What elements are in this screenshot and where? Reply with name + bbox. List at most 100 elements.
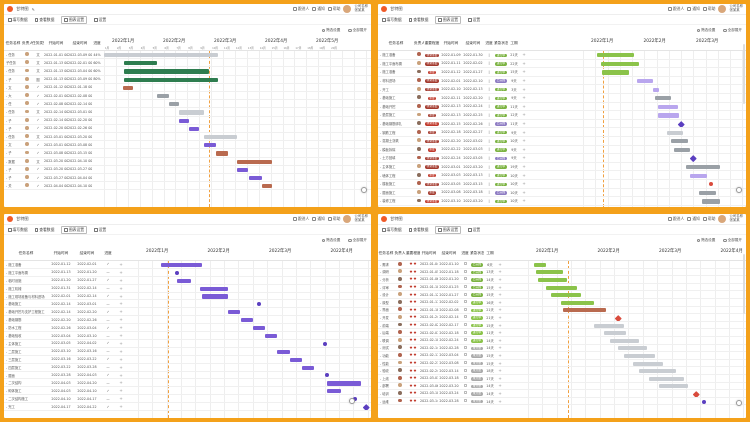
plus-icon[interactable]: + — [119, 285, 123, 291]
plus-icon[interactable]: + — [498, 375, 502, 381]
gantt-bar[interactable] — [156, 94, 169, 99]
gantt-bar[interactable] — [289, 357, 302, 362]
gantt-bar[interactable] — [674, 147, 690, 152]
table-row[interactable]: - 墙体工程 重要 2022-03-03 2022-03-13 | 进行中 10天 + — [378, 171, 746, 180]
gantt-bar[interactable] — [122, 85, 133, 90]
plus-icon[interactable]: + — [498, 269, 502, 275]
column-header[interactable]: 任务名称 — [5, 41, 21, 45]
avatar[interactable] — [718, 5, 727, 13]
checkbox[interactable] — [463, 307, 467, 311]
plus-icon[interactable]: + — [522, 95, 526, 101]
gantt-bar[interactable] — [632, 361, 664, 366]
plus-icon[interactable]: + — [522, 155, 526, 161]
notify-button[interactable]: 通知 — [687, 216, 700, 222]
gantt-bar[interactable] — [618, 346, 647, 351]
plus-icon[interactable]: + — [522, 129, 526, 135]
table-row[interactable]: - 设计 ♥ ♥ 2022-01-12 2022-01-27 已完成 15天 + — [378, 291, 746, 299]
table-row[interactable]: - 原型 ♥ ♥ 2022-01-17 2022-02-02 进行中 16天 + — [378, 299, 746, 307]
gantt-bar[interactable] — [637, 79, 653, 84]
table-row[interactable]: - 四层施工 2022-03-22 2022-03-28 — + — [4, 364, 371, 372]
plus-icon[interactable]: + — [498, 352, 502, 358]
checkbox[interactable] — [463, 269, 467, 273]
gantt-bar[interactable] — [160, 262, 202, 268]
plus-icon[interactable]: + — [522, 121, 526, 127]
plus-icon[interactable]: + — [522, 103, 526, 109]
plus-icon[interactable]: + — [498, 383, 502, 389]
gantt-bar[interactable] — [104, 53, 218, 58]
column-header[interactable]: 任务名称 — [18, 251, 34, 255]
table-row[interactable]: - 二次结构施工 2022-04-10 2022-04-17 — + — [4, 395, 371, 404]
plus-icon[interactable]: + — [119, 396, 123, 402]
plus-icon[interactable]: + — [119, 340, 123, 346]
gantt-bar[interactable] — [178, 118, 189, 123]
plus-icon[interactable]: + — [119, 380, 123, 386]
table-row[interactable]: - 开发 ♥ ♥ 2022-01-24 2022-02-14 进行中 21天 + — [378, 314, 746, 322]
checkbox[interactable] — [463, 277, 467, 281]
table-row[interactable]: - 部署 ♥ ♥ 2022-03-06 2022-03-20 未开始 14天 + — [378, 383, 746, 391]
table-row[interactable]: - 功能 ♥ ♥ 2022-02-17 2022-03-04 未开始 15天 + — [378, 352, 746, 360]
plus-icon[interactable]: + — [119, 325, 123, 331]
column-header[interactable]: 进度 — [485, 41, 493, 45]
column-header[interactable]: 负责人 — [22, 41, 32, 45]
plus-icon[interactable]: + — [119, 404, 123, 410]
column-header[interactable]: 进度 — [461, 251, 469, 255]
checkbox[interactable] — [463, 345, 467, 349]
filter-button[interactable]: 筛选设置 — [321, 28, 340, 33]
gantt-bar[interactable] — [653, 87, 659, 92]
fill-data-button[interactable]: 填写数据 — [8, 17, 28, 23]
gantt-bar[interactable] — [698, 190, 716, 195]
gantt-bar[interactable] — [560, 300, 594, 305]
table-row[interactable]: - 界面 ♥ ♥ 2022-01-18 2022-02-08 进行中 21天 + — [378, 307, 746, 315]
plus-icon[interactable]: + — [119, 348, 123, 354]
checkbox[interactable] — [463, 292, 467, 296]
table-row[interactable]: - 屋面施工 重要 2022-03-08 2022-03-18 | 已完成 10天 + — [378, 189, 746, 198]
plus-icon[interactable]: + — [498, 261, 502, 267]
edit-icon[interactable]: ✎ — [31, 6, 35, 12]
plus-icon[interactable]: + — [119, 277, 123, 283]
plus-icon[interactable]: + — [522, 172, 526, 178]
column-header[interactable]: 任务名称 — [378, 251, 394, 255]
table-row[interactable]: - 分析 ♥ ♥ 2022-01-06 2022-01-20 已完成 14天 + — [378, 276, 746, 284]
checkbox[interactable] — [463, 285, 467, 289]
plus-icon[interactable]: + — [498, 337, 502, 343]
table-row[interactable]: - 基础开挖与支护工程施工 2022-02-14 2022-02-20 ✓ + — [4, 308, 371, 317]
table-row[interactable]: - 主体施工 2022-03-05 2022-04-02 ✓ + — [4, 340, 371, 348]
column-header[interactable]: 工期 — [510, 41, 518, 45]
expand-all-button[interactable]: 全部展开 — [723, 28, 742, 33]
plus-icon[interactable]: + — [522, 86, 526, 92]
plus-icon[interactable]: + — [522, 189, 526, 195]
plus-icon[interactable]: + — [522, 112, 526, 118]
milestone-dot[interactable] — [256, 302, 261, 307]
view-data-button[interactable]: 查看数据 — [408, 17, 428, 23]
table-row[interactable]: - 二层施工 2022-03-10 2022-03-16 — + — [4, 348, 371, 356]
gantt-bar[interactable] — [597, 53, 634, 58]
column-header[interactable]: 紧急状态 — [470, 251, 484, 255]
table-row[interactable]: - 验收 ♥ ♥ 2022-02-24 2022-03-14 未开始 18天 + — [378, 367, 746, 375]
checkbox[interactable] — [463, 383, 467, 387]
follower-button[interactable]: 跟进人 — [667, 6, 684, 12]
checkbox[interactable] — [463, 315, 467, 319]
plus-icon[interactable]: + — [522, 78, 526, 84]
table-row[interactable]: - 防水工程 2022-02-26 2022-03-04 ✓ + — [4, 324, 371, 333]
zoom-button[interactable] — [736, 187, 742, 193]
checkbox[interactable] — [463, 399, 467, 403]
plus-icon[interactable]: + — [498, 322, 502, 328]
checkbox[interactable] — [463, 391, 467, 395]
checkbox[interactable] — [463, 368, 467, 372]
gantt-bar[interactable] — [603, 331, 627, 336]
settings-button[interactable]: 设置 — [468, 17, 480, 23]
gantt-bar[interactable] — [277, 349, 290, 354]
table-row[interactable]: - 施工准备 重要 2022-01-12 2022-01-27 | 进行中 15天 + — [378, 68, 746, 77]
gantt-bar[interactable] — [593, 323, 625, 328]
plus-icon[interactable]: + — [119, 269, 123, 275]
gantt-bar[interactable] — [201, 294, 229, 299]
plus-icon[interactable]: + — [119, 364, 123, 370]
gantt-bar[interactable] — [124, 61, 157, 66]
